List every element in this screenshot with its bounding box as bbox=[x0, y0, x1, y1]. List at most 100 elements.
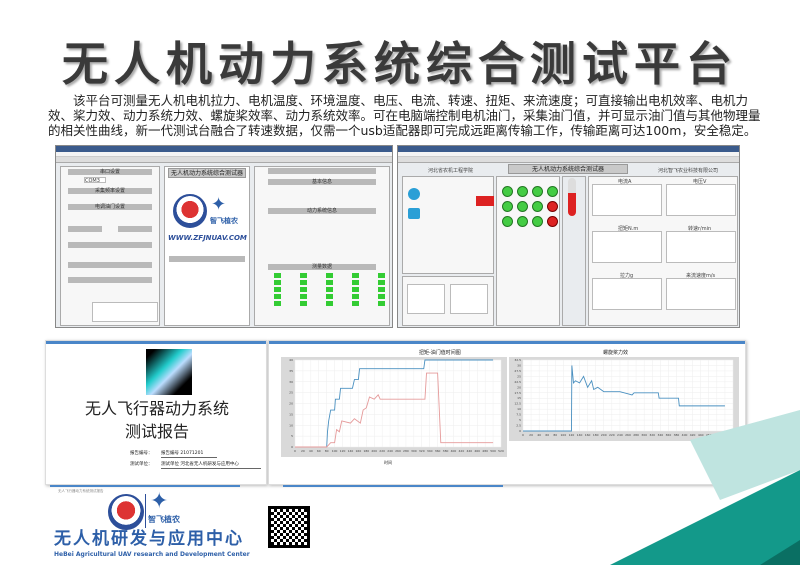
chart1-title: 扭矩-油门值时间图 bbox=[419, 350, 461, 356]
y-tick-label: 10 bbox=[517, 407, 521, 411]
brand-name: 智飞植农 bbox=[148, 515, 180, 524]
x-tick-label: 380 bbox=[674, 433, 680, 437]
hdr bbox=[118, 226, 152, 232]
college-logo bbox=[108, 494, 144, 530]
x-tick-label: 40 bbox=[309, 449, 313, 453]
hdr bbox=[68, 242, 152, 248]
x-tick-label: 500 bbox=[490, 449, 496, 453]
x-tick-label: 440 bbox=[698, 433, 704, 437]
x-tick-label: 160 bbox=[356, 449, 362, 453]
hdr bbox=[169, 256, 245, 262]
x-tick-label: 60 bbox=[317, 449, 321, 453]
y-tick-label: 17.5 bbox=[514, 391, 521, 395]
y-tick-label: 5 bbox=[291, 434, 293, 438]
x-tick-label: 200 bbox=[371, 449, 377, 453]
x-tick-label: 140 bbox=[577, 433, 583, 437]
section-serial: 串口设置 bbox=[68, 169, 152, 175]
x-tick-label: 220 bbox=[609, 433, 615, 437]
report-unit-value: 测试单位 河北省无人机研发与应用中心 bbox=[161, 462, 261, 469]
x-tick-label: 100 bbox=[332, 449, 338, 453]
x-tick-label: 120 bbox=[569, 433, 575, 437]
y-tick-label: 22.5 bbox=[514, 380, 521, 384]
section-throttle: 电调油门设置 bbox=[68, 204, 152, 210]
x-tick-label: 400 bbox=[451, 449, 457, 453]
y-tick-label: 25 bbox=[517, 374, 521, 378]
y-tick-label: 27.5 bbox=[514, 369, 521, 373]
x-tick-label: 0 bbox=[522, 433, 524, 437]
section-frequency: 采集频率设置 bbox=[68, 188, 152, 194]
x-tick-label: 520 bbox=[498, 449, 504, 453]
chart-propeller-efficiency: 0 20 40 60 80 100 120 140 160 180 200 220 240 260 280 3… bbox=[509, 357, 739, 441]
y-tick-label: 5 bbox=[519, 418, 521, 422]
brand-name: 智飞植农 bbox=[210, 217, 238, 225]
chart-torque-throttle: 0 20 40 60 80 100 120 140 160 180 200 220 240 260 280 3… bbox=[281, 357, 507, 457]
org-name-cn: 无人机研发与应用中心 bbox=[54, 529, 244, 549]
x-tick-label: 220 bbox=[379, 449, 385, 453]
website-url: WWW.ZFJNUAV.COM bbox=[168, 234, 247, 242]
y-tick-label: 10 bbox=[289, 423, 293, 427]
x-tick-label: 400 bbox=[682, 433, 688, 437]
x-tick-label: 340 bbox=[427, 449, 433, 453]
chart-label-thrust: 拉力g bbox=[620, 273, 634, 279]
x-tick-label: 60 bbox=[545, 433, 549, 437]
section-power-info: 动力系统信息 bbox=[268, 208, 376, 214]
x-tick-label: 440 bbox=[466, 449, 472, 453]
y-tick-label: 20 bbox=[289, 402, 293, 406]
hdr bbox=[268, 168, 376, 174]
x-tick-label: 100 bbox=[561, 433, 567, 437]
x-tick-label: 240 bbox=[617, 433, 623, 437]
page-footer: 无人飞行器动力系统测试报告 bbox=[58, 489, 104, 493]
y-tick-label: 15 bbox=[289, 412, 293, 416]
x-tick-label: 20 bbox=[301, 449, 305, 453]
x-tick-label: 460 bbox=[474, 449, 480, 453]
right-org: 河北智飞农业科技有限公司 bbox=[658, 168, 719, 174]
report-title-line2: 测试报告 bbox=[124, 422, 189, 441]
x-tick-label: 360 bbox=[666, 433, 672, 437]
x-tick-label: 420 bbox=[690, 433, 696, 437]
app-title: 无人机动力系统综合测试器 bbox=[508, 164, 628, 174]
chart-label-rpm: 转速r/min bbox=[688, 226, 712, 232]
report-title-line1: 无人飞行器动力系统 bbox=[84, 399, 229, 418]
y-tick-label: 35 bbox=[289, 369, 293, 373]
port-field[interactable]: COM3 bbox=[84, 177, 106, 184]
x-tick-label: 320 bbox=[649, 433, 655, 437]
chart1-xlabel: 时间 bbox=[384, 460, 392, 465]
x-tick-label: 300 bbox=[641, 433, 647, 437]
poster-title: 无人机动力系统综合测试平台 bbox=[62, 37, 738, 91]
section-basic-info: 基本信息 bbox=[268, 179, 376, 185]
hdr bbox=[68, 277, 152, 283]
x-tick-label: 180 bbox=[593, 433, 599, 437]
brand-logo-icon: ✦ bbox=[150, 489, 169, 514]
x-tick-label: 240 bbox=[387, 449, 393, 453]
y-tick-label: 0 bbox=[291, 445, 293, 449]
report-cover-page: 无人飞行器动力系统 测试报告 报告编号： 报告编号 21071201 测试单位：… bbox=[45, 340, 267, 485]
y-tick-label: 2.5 bbox=[516, 424, 521, 428]
y-tick-label: 15 bbox=[517, 396, 521, 400]
y-tick-label: 40 bbox=[289, 358, 293, 362]
save-path-field[interactable] bbox=[92, 302, 158, 322]
report-number-label: 报告编号： bbox=[130, 451, 153, 456]
start-icon[interactable] bbox=[408, 188, 420, 200]
x-tick-label: 180 bbox=[363, 449, 369, 453]
chart-label-airspeed: 来流速度m/s bbox=[686, 273, 716, 279]
series-line bbox=[523, 365, 725, 432]
stop-button[interactable] bbox=[476, 196, 494, 206]
chart-label-current: 电流A bbox=[618, 179, 632, 185]
save-icon[interactable] bbox=[408, 208, 420, 219]
x-tick-label: 380 bbox=[443, 449, 449, 453]
x-tick-label: 300 bbox=[411, 449, 417, 453]
x-tick-label: 480 bbox=[482, 449, 488, 453]
x-tick-label: 140 bbox=[348, 449, 354, 453]
college-logo bbox=[173, 194, 207, 228]
y-tick-label: 25 bbox=[289, 391, 293, 395]
hdr bbox=[68, 226, 102, 232]
x-tick-label: 360 bbox=[435, 449, 441, 453]
qr-code bbox=[268, 506, 310, 548]
x-tick-label: 80 bbox=[553, 433, 557, 437]
y-tick-label: 20 bbox=[517, 385, 521, 389]
y-tick-label: 0 bbox=[519, 429, 521, 433]
y-tick-label: 7.5 bbox=[516, 413, 521, 417]
report-number-value: 报告编号 21071201 bbox=[161, 451, 217, 458]
software-screenshot-settings: 串口设置 COM3 采集频率设置 电调油门设置 无人机动力系统综合测试器 ✦ 智… bbox=[55, 145, 393, 328]
series-line bbox=[295, 372, 494, 448]
